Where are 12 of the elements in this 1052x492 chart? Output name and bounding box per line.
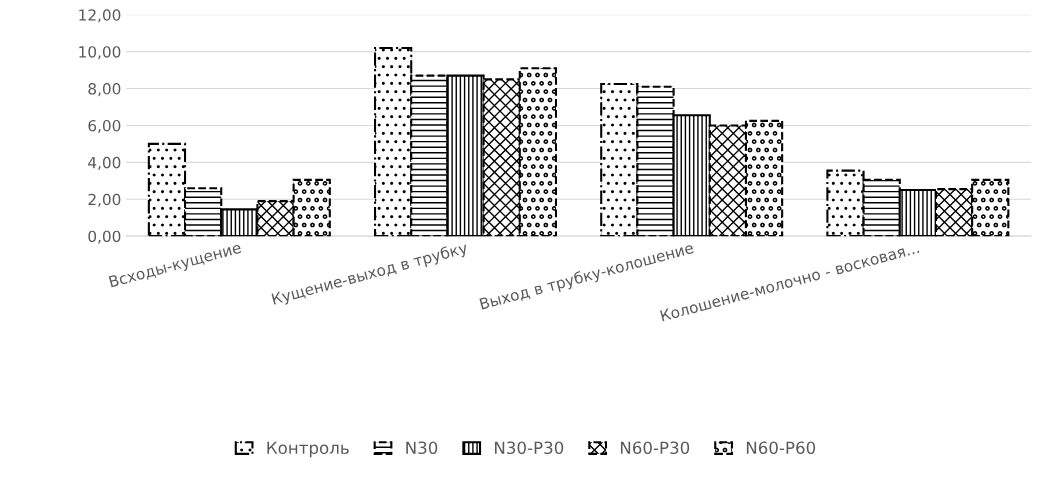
legend-label: N30 <box>406 441 438 455</box>
y-tick-label: 4,00 <box>88 156 121 170</box>
y-tick-label: 0,00 <box>88 230 121 244</box>
legend-label: Контроль <box>267 441 349 458</box>
y-tick-label: 12,00 <box>79 9 121 23</box>
legend-label: N60-P60 <box>746 441 816 455</box>
y-tick-label: 10,00 <box>79 46 121 60</box>
legend-label: N60-P30 <box>620 441 690 455</box>
legend-label: N30-P30 <box>495 441 564 455</box>
y-tick-label: 8,00 <box>88 83 121 97</box>
y-tick-label: 6,00 <box>88 119 121 134</box>
y-tick-label: 2,00 <box>88 193 121 207</box>
